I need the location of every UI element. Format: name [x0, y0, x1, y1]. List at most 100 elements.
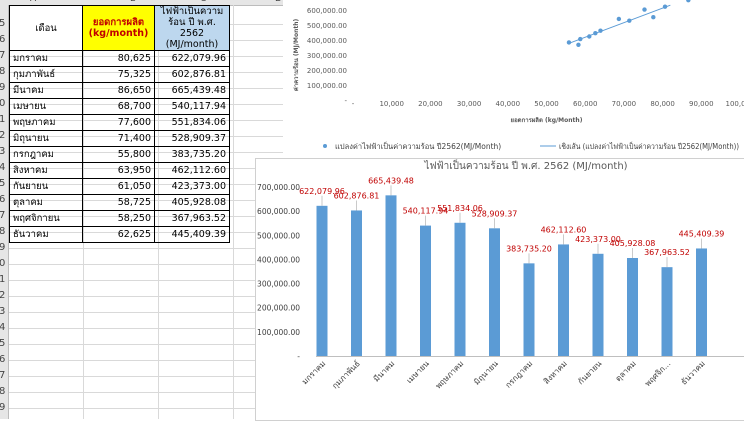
- row-header[interactable]: 1: [0, 272, 8, 288]
- scatter-legend-marker: [323, 144, 327, 148]
- cell-month[interactable]: พฤษภาคม: [10, 115, 83, 131]
- cell-energy[interactable]: 405,928.08: [155, 195, 230, 211]
- cell-energy[interactable]: 540,117.94: [155, 99, 230, 115]
- row-header[interactable]: 7: [0, 48, 8, 64]
- cell-month[interactable]: สิงหาคม: [10, 163, 83, 179]
- cell-month[interactable]: ธันวาคม: [10, 227, 83, 243]
- cell-production[interactable]: 55,800: [83, 147, 155, 163]
- cell-production[interactable]: 77,600: [83, 115, 155, 131]
- row-header[interactable]: 9: [0, 400, 8, 416]
- cell-energy[interactable]: 367,963.52: [155, 211, 230, 227]
- cell-energy[interactable]: 462,112.60: [155, 163, 230, 179]
- scatter-ytick-label: 500,000.00: [307, 22, 347, 30]
- row-header[interactable]: 7: [0, 208, 8, 224]
- row-header[interactable]: 2: [0, 288, 8, 304]
- bar[interactable]: [489, 228, 500, 356]
- column-header-b[interactable]: B: [130, 0, 136, 4]
- scatter-point: [627, 18, 631, 22]
- scatter-xtick-label: 30,000: [457, 100, 482, 108]
- cell-energy[interactable]: 665,439.48: [155, 83, 230, 99]
- bar-ytick-label: 600,000.00: [257, 207, 300, 216]
- row-header[interactable]: 8: [0, 384, 8, 400]
- row-header[interactable]: 6: [0, 192, 8, 208]
- cell-production[interactable]: 63,950: [83, 163, 155, 179]
- cell-month[interactable]: ตุลาคม: [10, 195, 83, 211]
- row-header[interactable]: 4: [0, 320, 8, 336]
- row-header[interactable]: 9: [0, 80, 8, 96]
- table-row: ตุลาคม 58,725 405,928.08: [10, 195, 230, 211]
- cell-energy[interactable]: 423,373.00: [155, 179, 230, 195]
- cell-energy[interactable]: 622,079.96: [155, 51, 230, 67]
- header-month[interactable]: เดือน: [10, 6, 83, 51]
- table-row: มิถุนายน 71,400 528,909.37: [10, 131, 230, 147]
- bar[interactable]: [593, 254, 604, 356]
- row-header[interactable]: 4: [0, 160, 8, 176]
- cell-month[interactable]: มกราคม: [10, 51, 83, 67]
- bar[interactable]: [420, 226, 431, 356]
- scatter-xlabel: ยอดการผลิต (kg/Month): [511, 116, 583, 124]
- bar[interactable]: [317, 206, 328, 356]
- bar-ytick-label: 300,000.00: [257, 280, 300, 289]
- cell-production[interactable]: 71,400: [83, 131, 155, 147]
- cell-month[interactable]: กันยายน: [10, 179, 83, 195]
- scatter-xtick-label: 50,000: [534, 100, 559, 108]
- cell-production[interactable]: 58,250: [83, 211, 155, 227]
- bar-ytick-label: 400,000.00: [257, 255, 300, 264]
- bar[interactable]: [351, 210, 362, 356]
- row-header[interactable]: 6: [0, 32, 8, 48]
- row-header[interactable]: 5: [0, 336, 8, 352]
- row-header[interactable]: 8: [0, 224, 8, 240]
- cell-month[interactable]: กุมภาพันธ์: [10, 67, 83, 83]
- cell-production[interactable]: 80,625: [83, 51, 155, 67]
- bar[interactable]: [386, 195, 397, 356]
- row-header[interactable]: 7: [0, 368, 8, 384]
- cell-month[interactable]: เมษายน: [10, 99, 83, 115]
- scatter-chart[interactable]: - 100,000.00 200,000.00 300,000.00 400,000.0…: [283, 0, 744, 159]
- row-header[interactable]: 6: [0, 352, 8, 368]
- bar-chart[interactable]: ไฟฟ้าเป็นความร้อน ปี พ.ศ. 2562 (MJ/month…: [255, 158, 744, 421]
- row-header[interactable]: 8: [0, 64, 8, 80]
- bar[interactable]: [662, 267, 673, 356]
- cell-energy[interactable]: 383,735.20: [155, 147, 230, 163]
- column-header-d[interactable]: D: [275, 0, 282, 4]
- cell-production[interactable]: 62,625: [83, 227, 155, 243]
- row-header[interactable]: 3: [0, 304, 8, 320]
- cell-energy[interactable]: 528,909.37: [155, 131, 230, 147]
- cell-production[interactable]: 68,700: [83, 99, 155, 115]
- cell-production[interactable]: 58,725: [83, 195, 155, 211]
- column-header-a[interactable]: A: [30, 0, 36, 4]
- header-production[interactable]: ยอดการผลิต (kg/month): [83, 6, 155, 51]
- bar[interactable]: [524, 263, 535, 356]
- cell-production[interactable]: 75,325: [83, 67, 155, 83]
- cell-month[interactable]: มิถุนายน: [10, 131, 83, 147]
- header-energy[interactable]: ไฟฟ้าเป็นความร้อน ปี พ.ศ. 2562 (MJ/month…: [155, 6, 230, 51]
- cell-energy[interactable]: 445,409.39: [155, 227, 230, 243]
- cell-production[interactable]: 61,050: [83, 179, 155, 195]
- cell-month[interactable]: พฤศจิกายน: [10, 211, 83, 227]
- bar[interactable]: [627, 258, 638, 356]
- bar[interactable]: [696, 248, 707, 356]
- bar-data-label: 405,928.08: [610, 239, 656, 248]
- row-header[interactable]: 0: [0, 256, 8, 272]
- row-header[interactable]: 2: [0, 128, 8, 144]
- table-row: กรกฎาคม 55,800 383,735.20: [10, 147, 230, 163]
- scatter-ytick-label: 600,000.00: [307, 7, 347, 15]
- bar-data-label: 462,112.60: [541, 225, 587, 234]
- bar-ytick-label: 100,000.00: [257, 328, 300, 337]
- row-header[interactable]: 9: [0, 240, 8, 256]
- cell-month[interactable]: มีนาคม: [10, 83, 83, 99]
- bar[interactable]: [455, 223, 466, 356]
- row-header[interactable]: 5: [0, 176, 8, 192]
- cell-production[interactable]: 86,650: [83, 83, 155, 99]
- bar[interactable]: [558, 244, 569, 356]
- bar-category-label: เมษายน: [405, 359, 431, 385]
- row-header[interactable]: 5: [0, 16, 8, 32]
- cell-energy[interactable]: 602,876.81: [155, 67, 230, 83]
- column-header-c[interactable]: C: [200, 0, 206, 4]
- row-header[interactable]: 3: [0, 144, 8, 160]
- cell-month[interactable]: กรกฎาคม: [10, 147, 83, 163]
- bar-data-label: 602,876.81: [334, 191, 380, 200]
- row-header[interactable]: 1: [0, 112, 8, 128]
- row-header[interactable]: 0: [0, 96, 8, 112]
- cell-energy[interactable]: 551,834.06: [155, 115, 230, 131]
